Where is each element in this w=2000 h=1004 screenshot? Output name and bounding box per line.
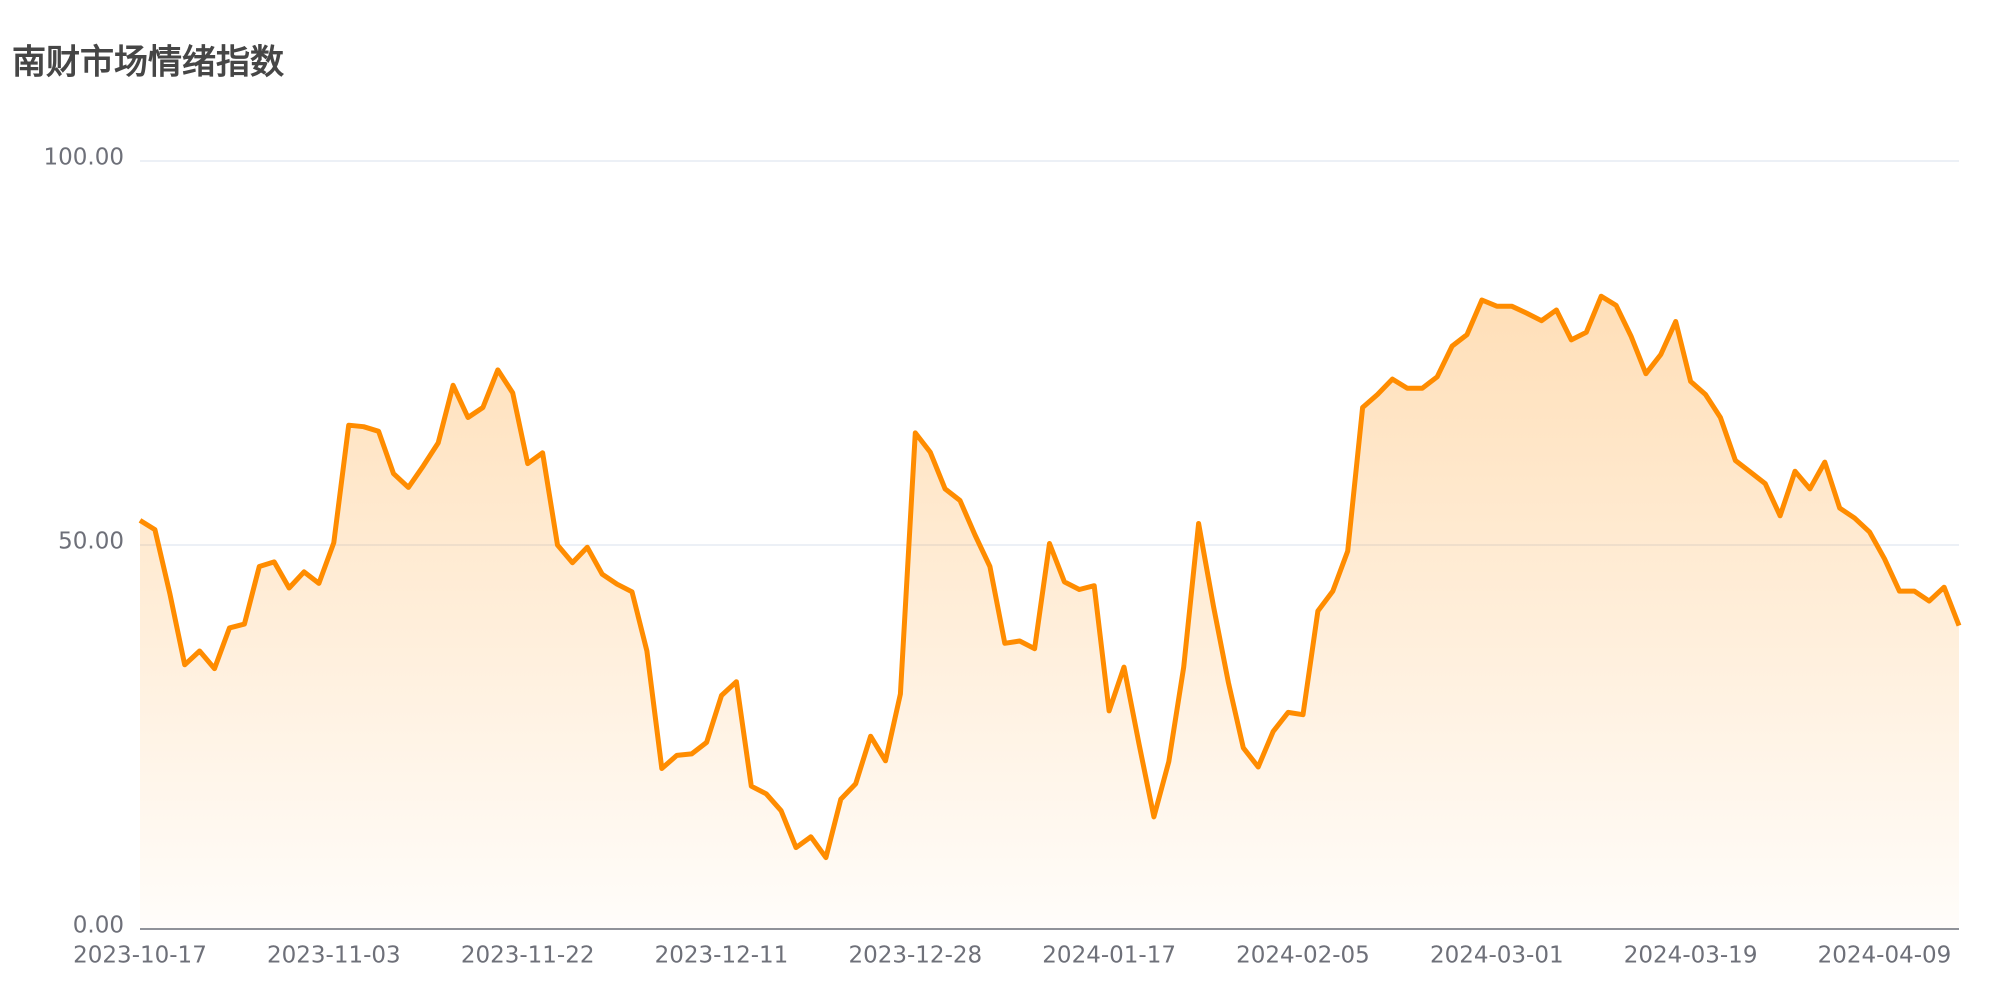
x-tick-label: 2024-04-09 xyxy=(1818,943,1952,969)
x-tick-label: 2024-02-05 xyxy=(1236,943,1370,969)
x-tick-label: 2024-01-17 xyxy=(1042,943,1176,969)
y-tick-label: 100.00 xyxy=(44,145,124,171)
chart-title: 南财市场情绪指数 xyxy=(12,43,284,83)
x-tick-label: 2024-03-19 xyxy=(1624,943,1758,969)
x-tick-label: 2024-03-01 xyxy=(1430,943,1564,969)
x-tick-label: 2023-12-28 xyxy=(848,943,982,969)
area xyxy=(140,296,1959,929)
y-tick-label: 0.00 xyxy=(73,913,124,939)
x-tick-label: 2023-12-11 xyxy=(655,943,789,969)
y-tick-label: 50.00 xyxy=(58,529,124,555)
x-tick-label: 2023-11-22 xyxy=(461,943,595,969)
x-tick-label: 2023-10-17 xyxy=(73,943,207,969)
x-tick-label: 2023-11-03 xyxy=(267,943,401,969)
line xyxy=(138,293,1962,861)
